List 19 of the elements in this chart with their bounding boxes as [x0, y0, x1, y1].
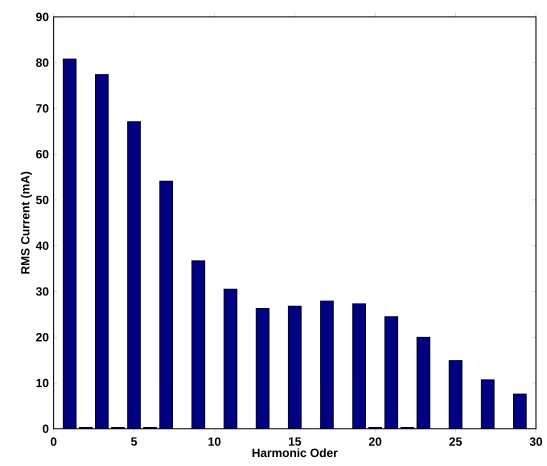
y-tick-label: 20: [36, 332, 48, 342]
y-tick-label: 40: [36, 241, 48, 250]
y-tick-label: 90: [36, 12, 48, 21]
x-tick-label: 30: [530, 437, 542, 446]
x-tick-label: 15: [288, 437, 302, 446]
y-tick-label: 10: [36, 378, 48, 387]
y-axis-title: RMS Current (mA): [20, 172, 32, 274]
x-axis-title: Harmonic Oder: [252, 448, 338, 457]
y-tick-label: 80: [36, 58, 48, 67]
y-tick-label: 0: [42, 424, 48, 433]
x-tick-label: 25: [449, 437, 462, 446]
x-tick-label: 5: [131, 437, 137, 446]
x-tick-label: 10: [208, 437, 221, 446]
y-tick-label: 50: [36, 195, 48, 204]
y-tick-label: 70: [36, 104, 48, 112]
x-tick-label: 20: [368, 437, 382, 446]
x-tick-label: 0: [50, 437, 56, 446]
y-tick-label: 30: [36, 287, 48, 296]
y-tick-label: 60: [36, 150, 48, 158]
